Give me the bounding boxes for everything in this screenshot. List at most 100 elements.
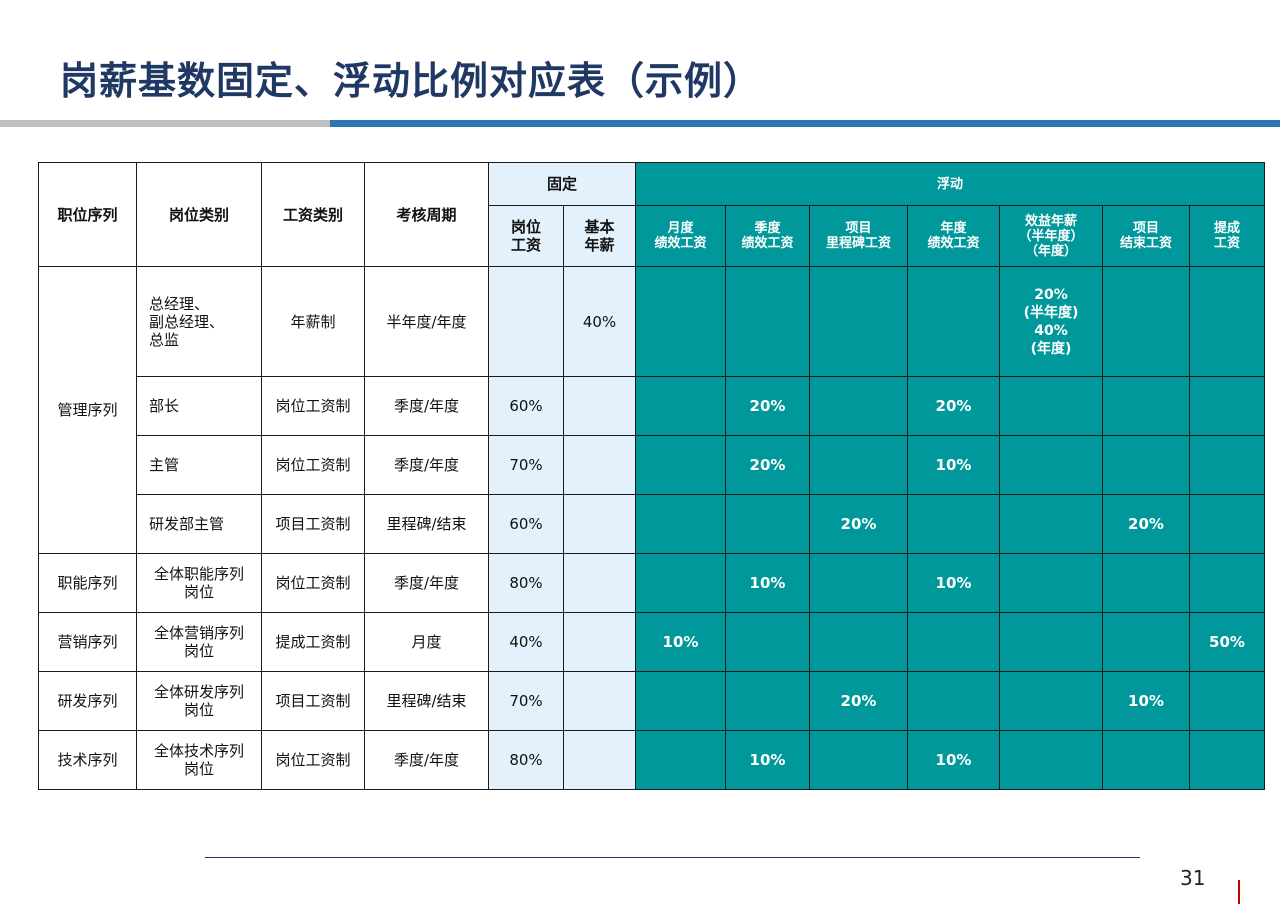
float-milestone-cell (809, 612, 908, 672)
header-float-benefit: 效益年薪 （半年度） （年度） (999, 205, 1103, 267)
fixed-post-cell: 70% (488, 435, 564, 495)
float-benefit-cell (999, 671, 1103, 731)
fixed-base-cell (563, 730, 636, 790)
header-fixed-base: 基本 年薪 (563, 205, 636, 267)
float-year-cell: 10% (907, 730, 1000, 790)
corner-accent-mark (1238, 880, 1240, 904)
float-month-cell (635, 730, 726, 790)
table-row: 研发部主管 项目工资制 里程碑/结束 60% 20% 20% (39, 494, 1265, 554)
wage-type-cell: 项目工资制 (261, 671, 365, 731)
float-month-cell (635, 553, 726, 613)
float-month-cell (635, 376, 726, 436)
fixed-post-cell: 60% (488, 376, 564, 436)
header-period: 考核周期 (364, 162, 489, 267)
float-milestone-cell: 20% (809, 494, 908, 554)
wage-type-cell: 年薪制 (261, 266, 365, 377)
salary-ratio-table: 职位序列 岗位类别 工资类别 考核周期 固定 浮动 岗位 工资 基本 年薪 月度… (38, 162, 1265, 790)
float-milestone-cell (809, 730, 908, 790)
float-quarter-cell: 20% (725, 376, 810, 436)
period-cell: 季度/年度 (364, 730, 489, 790)
table-row: 技术序列 全体技术序列 岗位 岗位工资制 季度/年度 80% 10% 10% (38, 730, 1265, 790)
header-group-fixed: 固定 (488, 162, 636, 206)
series-cell-marketing: 营销序列 (38, 612, 137, 672)
float-month-cell (635, 494, 726, 554)
series-cell-tech: 技术序列 (38, 730, 137, 790)
float-milestone-cell (809, 266, 908, 377)
fixed-post-cell: 40% (488, 612, 564, 672)
header-row-2: 岗位 工资 基本 年薪 月度 绩效工资 季度 绩效工资 项目 里程碑工资 年度 … (39, 205, 1265, 267)
float-quarter-cell: 20% (725, 435, 810, 495)
header-float-month: 月度 绩效工资 (635, 205, 726, 267)
category-cell: 研发部主管 (136, 494, 262, 554)
period-cell: 里程碑/结束 (364, 671, 489, 731)
title-underline-gray (0, 120, 330, 127)
float-benefit-cell (999, 494, 1103, 554)
float-project-end-cell (1102, 376, 1190, 436)
period-cell: 月度 (364, 612, 489, 672)
fixed-base-cell (563, 376, 636, 436)
float-project-end-cell: 10% (1102, 671, 1190, 731)
float-commission-cell (1189, 435, 1265, 495)
fixed-post-cell: 70% (488, 671, 564, 731)
fixed-base-cell (563, 612, 636, 672)
table-row: 管理序列 总经理、 副总经理、 总监 年薪制 半年度/年度 40% 20% (半… (38, 266, 1265, 554)
header-float-quarter: 季度 绩效工资 (725, 205, 810, 267)
header-float-project-end: 项目 结束工资 (1102, 205, 1190, 267)
float-month-cell (635, 266, 726, 377)
float-benefit-cell (999, 435, 1103, 495)
float-benefit-cell: 20% (半年度) 40% (年度) (999, 266, 1103, 377)
float-milestone-cell (809, 376, 908, 436)
float-benefit-cell (999, 376, 1103, 436)
float-quarter-cell (725, 671, 810, 731)
series-cell-function: 职能序列 (38, 553, 137, 613)
float-commission-cell: 50% (1189, 612, 1265, 672)
table-row: 营销序列 全体营销序列 岗位 提成工资制 月度 40% 10% 50% (38, 612, 1265, 672)
float-milestone-cell: 20% (809, 671, 908, 731)
float-project-end-cell (1102, 553, 1190, 613)
float-year-cell (907, 266, 1000, 377)
category-cell: 全体营销序列 岗位 (136, 612, 262, 672)
float-commission-cell (1189, 376, 1265, 436)
float-year-cell: 10% (907, 553, 1000, 613)
float-commission-cell (1189, 730, 1265, 790)
wage-type-cell: 岗位工资制 (261, 376, 365, 436)
float-month-cell: 10% (635, 612, 726, 672)
header-group-float: 浮动 (635, 162, 1265, 206)
float-project-end-cell (1102, 730, 1190, 790)
wage-type-cell: 项目工资制 (261, 494, 365, 554)
header-float-year: 年度 绩效工资 (907, 205, 1000, 267)
float-commission-cell (1189, 553, 1265, 613)
header-row-1: 职位序列 岗位类别 工资类别 考核周期 固定 浮动 (38, 162, 1265, 267)
wage-type-cell: 提成工资制 (261, 612, 365, 672)
period-cell: 季度/年度 (364, 435, 489, 495)
fixed-base-cell (563, 435, 636, 495)
series-cell-rd: 研发序列 (38, 671, 137, 731)
header-wage-type: 工资类别 (261, 162, 365, 267)
float-quarter-cell (725, 612, 810, 672)
header-category: 岗位类别 (136, 162, 262, 267)
category-cell: 全体职能序列 岗位 (136, 553, 262, 613)
period-cell: 季度/年度 (364, 376, 489, 436)
fixed-base-cell (563, 494, 636, 554)
float-benefit-cell (999, 553, 1103, 613)
float-quarter-cell: 10% (725, 730, 810, 790)
wage-type-cell: 岗位工资制 (261, 730, 365, 790)
float-year-cell: 20% (907, 376, 1000, 436)
category-cell: 全体研发序列 岗位 (136, 671, 262, 731)
float-project-end-cell (1102, 266, 1190, 377)
float-milestone-cell (809, 435, 908, 495)
wage-type-cell: 岗位工资制 (261, 435, 365, 495)
table-row: 职能序列 全体职能序列 岗位 岗位工资制 季度/年度 80% 10% 10% (38, 553, 1265, 613)
series-cell-management: 管理序列 (38, 266, 137, 554)
float-year-cell: 10% (907, 435, 1000, 495)
table-row: 研发序列 全体研发序列 岗位 项目工资制 里程碑/结束 70% 20% 10% (38, 671, 1265, 731)
float-project-end-cell (1102, 612, 1190, 672)
category-cell: 主管 (136, 435, 262, 495)
category-cell: 部长 (136, 376, 262, 436)
float-month-cell (635, 435, 726, 495)
header-fixed-post: 岗位 工资 (488, 205, 564, 267)
fixed-post-cell: 60% (488, 494, 564, 554)
float-benefit-cell (999, 730, 1103, 790)
fixed-base-cell (563, 671, 636, 731)
page-title: 岗薪基数固定、浮动比例对应表（示例） (60, 59, 763, 103)
